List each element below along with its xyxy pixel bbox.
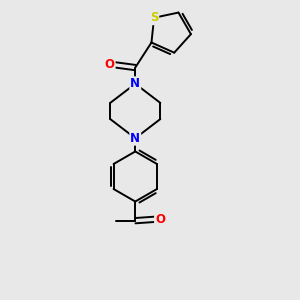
Text: O: O xyxy=(105,58,115,71)
Text: N: N xyxy=(130,132,140,145)
Text: N: N xyxy=(130,77,140,90)
Text: S: S xyxy=(150,11,158,24)
Text: O: O xyxy=(155,213,165,226)
